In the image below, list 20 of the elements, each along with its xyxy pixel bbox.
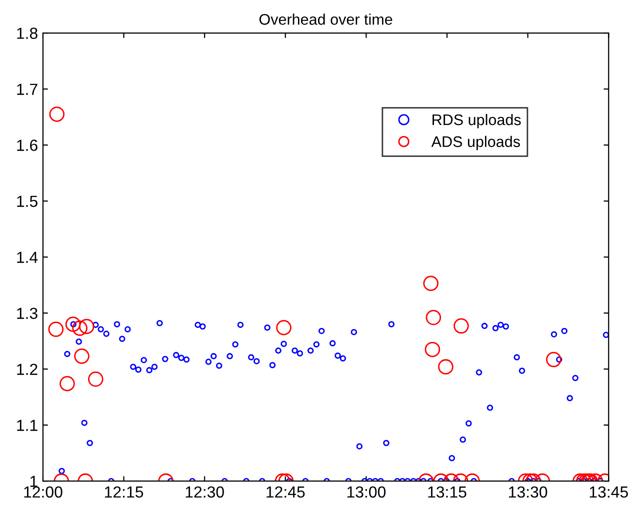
x-tick-label: 12:45 — [266, 486, 305, 498]
chart-title: Overhead over time — [259, 14, 392, 25]
y-tick-label: 1.2 — [17, 364, 38, 375]
x-tick-label: 12:15 — [105, 486, 144, 498]
x-tick-label: 12:30 — [186, 486, 224, 498]
legend-label: RDS uploads — [432, 114, 521, 128]
x-tick-label: 13:00 — [347, 486, 386, 498]
y-tick-label: 1.3 — [17, 308, 38, 319]
x-tick-label: 13:30 — [509, 486, 548, 498]
x-tick-label: 13:45 — [590, 486, 628, 498]
y-tick-label: 1.4 — [17, 252, 38, 263]
legend-label: ADS uploads — [431, 136, 520, 150]
y-tick-label: 1.6 — [17, 140, 38, 151]
x-tick-label: 13:15 — [428, 486, 466, 498]
x-tick-label: 12:00 — [24, 486, 62, 498]
y-tick-label: 1.7 — [17, 84, 38, 95]
y-tick-label: 1 — [30, 476, 38, 487]
y-tick-label: 1.8 — [17, 28, 38, 39]
y-tick-label: 1.5 — [17, 196, 38, 207]
y-tick-label: 1.1 — [17, 420, 38, 431]
